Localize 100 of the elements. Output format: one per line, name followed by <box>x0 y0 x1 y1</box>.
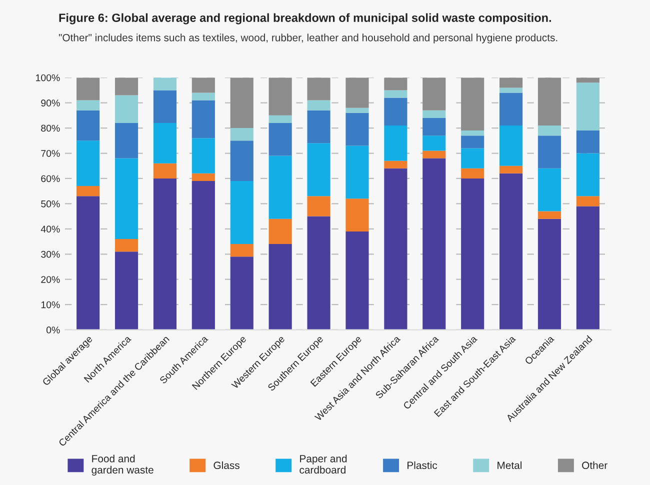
bar <box>538 211 562 219</box>
bar <box>422 158 446 330</box>
bar <box>576 206 600 330</box>
chart-title: Figure 6: Global average and regional breakdown of municipal solid waste composition. <box>59 13 551 24</box>
bar <box>499 166 523 174</box>
bar <box>114 95 138 123</box>
bar <box>307 216 330 330</box>
bar <box>538 136 562 168</box>
y-tick-label: 50% <box>41 200 60 208</box>
bar <box>268 122 292 156</box>
bar <box>384 126 408 161</box>
y-tick-label: 40% <box>40 226 60 233</box>
bar <box>461 78 484 131</box>
bar <box>268 156 292 219</box>
bar <box>538 126 562 136</box>
bar <box>230 128 254 141</box>
bar <box>192 100 215 138</box>
bar <box>153 78 177 90</box>
legend-label: Plastic <box>408 461 438 470</box>
y-tick-label: 80% <box>41 124 60 132</box>
bar <box>153 163 177 178</box>
bar <box>76 186 100 196</box>
y-tick-label: 10% <box>41 301 60 308</box>
y-tick-label: 70% <box>41 150 60 157</box>
bar <box>114 239 138 252</box>
bar <box>499 78 523 88</box>
y-tick-label: 60% <box>41 175 60 182</box>
y-tick-label: 0% <box>46 326 60 334</box>
bar <box>268 78 292 116</box>
bar <box>153 90 177 123</box>
bar <box>461 178 484 330</box>
bar <box>346 146 369 199</box>
bar <box>230 78 254 128</box>
bar <box>230 140 254 181</box>
bar <box>461 136 484 148</box>
bar <box>268 244 292 330</box>
bar <box>307 78 330 100</box>
bar <box>422 78 446 110</box>
bar <box>499 126 523 166</box>
bar <box>346 108 369 113</box>
bar <box>114 158 138 240</box>
bar <box>538 78 562 126</box>
bar <box>307 100 330 110</box>
bar <box>422 110 446 118</box>
bar <box>384 90 408 98</box>
bar <box>268 218 292 244</box>
legend-label: Metal <box>498 461 522 470</box>
bar <box>538 168 562 212</box>
legend-label: Glass <box>214 461 240 470</box>
bar <box>499 88 523 93</box>
y-tick-label: 100% <box>36 74 60 82</box>
bar <box>153 122 177 164</box>
chart-subtitle: "Other" includes items such as textiles, wood, rubber, leather and household and personal hygiene products. <box>58 34 558 44</box>
bar <box>192 78 215 93</box>
bar <box>76 110 100 141</box>
legend-label: Other <box>582 461 608 470</box>
legend-label: Paper and cardboard <box>300 454 347 474</box>
bar <box>499 173 523 330</box>
bar <box>422 136 446 151</box>
y-tick-label: 90% <box>41 100 60 106</box>
bar <box>114 122 138 158</box>
bar <box>230 181 254 244</box>
bar <box>307 110 330 144</box>
bar <box>76 100 100 110</box>
bar <box>538 218 562 330</box>
bar <box>384 160 408 168</box>
bar <box>192 138 215 174</box>
bar <box>422 150 446 158</box>
bar <box>499 92 523 126</box>
bar <box>576 196 600 206</box>
bar <box>76 196 100 330</box>
bar <box>346 112 369 146</box>
bar <box>422 118 446 136</box>
bar <box>461 130 484 136</box>
bar <box>268 115 292 123</box>
y-tick-label: 20% <box>41 276 60 283</box>
bar <box>346 198 369 232</box>
bar <box>192 92 215 100</box>
bar <box>461 148 484 168</box>
bar <box>576 130 600 154</box>
bar <box>76 78 100 100</box>
bar <box>114 252 138 330</box>
bar <box>192 181 215 330</box>
bar <box>461 168 484 178</box>
bar <box>384 78 408 90</box>
bar <box>576 82 600 131</box>
bar <box>384 168 408 330</box>
legend-label: Food and garden waste <box>92 454 154 476</box>
bar <box>153 178 177 330</box>
bar <box>346 231 369 330</box>
bar <box>307 196 330 216</box>
bar <box>230 244 254 257</box>
bar <box>576 153 600 196</box>
bar <box>384 98 408 126</box>
bar <box>346 78 369 108</box>
bar <box>76 140 100 186</box>
y-tick-label: 30% <box>41 250 60 258</box>
bar <box>192 173 215 181</box>
bar <box>307 143 330 196</box>
bar <box>114 78 138 96</box>
